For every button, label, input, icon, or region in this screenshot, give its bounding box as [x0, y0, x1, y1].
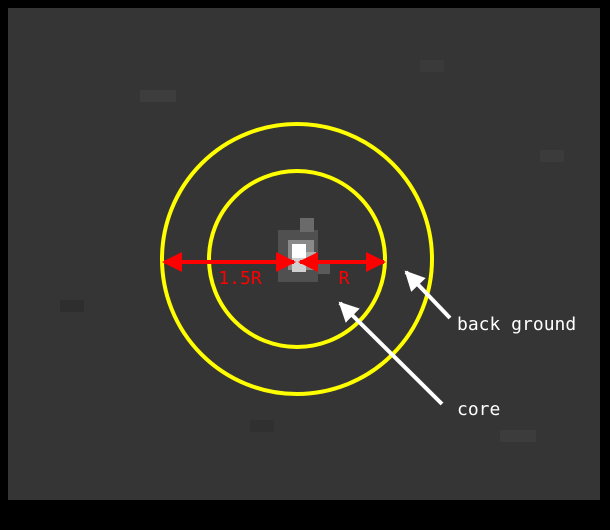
core-label: core: [457, 399, 500, 420]
noise-pixels: [60, 60, 564, 442]
inner-radius-label: R: [339, 268, 350, 289]
background-arrow: [404, 270, 452, 320]
background-label: back ground: [457, 314, 576, 335]
core-arrow: [338, 301, 444, 406]
outer-radius-label: 1.5R: [218, 268, 262, 289]
